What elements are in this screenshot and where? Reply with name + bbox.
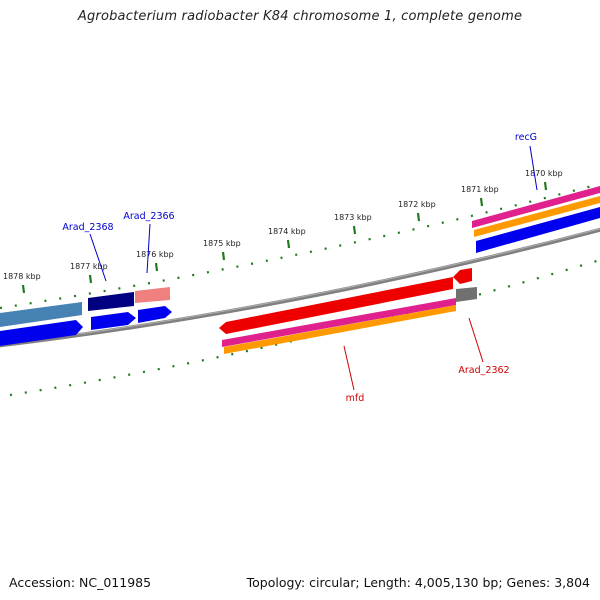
- outer-tick-ring: [0, 182, 600, 310]
- arad-2368-leader: [89, 233, 107, 282]
- major-tick-4: [352, 225, 357, 235]
- tick-label-7: 1876 kbp: [136, 250, 174, 259]
- mfd-feature-group: [219, 268, 477, 354]
- accession-text: Accession: NC_011985: [9, 575, 152, 590]
- arad-2362-red-gene[interactable]: [453, 268, 472, 284]
- recg-gene[interactable]: [476, 207, 600, 253]
- gene-label-recg[interactable]: recG: [515, 132, 537, 143]
- major-tick-6: [221, 251, 226, 261]
- tick-labels: 1870 kbp 1871 kbp 1872 kbp 1873 kbp 1874 kbp…: [3, 169, 563, 281]
- mfd-orange-track[interactable]: [224, 305, 456, 354]
- recg-leader: [529, 145, 538, 191]
- arad-2366-gene[interactable]: [135, 287, 170, 303]
- recg-magenta-track[interactable]: [472, 186, 600, 228]
- major-ticks: [21, 181, 548, 294]
- left-feature-group: [0, 287, 172, 346]
- major-tick-1: [543, 181, 548, 191]
- gene-label-arad-2362[interactable]: Arad_2362: [458, 365, 509, 376]
- tick-label-9: 1878 kbp: [3, 272, 41, 281]
- tick-label-3: 1872 kbp: [398, 200, 436, 209]
- left-blue-gene-1[interactable]: [0, 320, 83, 346]
- major-tick-9: [21, 284, 26, 294]
- gene-label-arad-2366[interactable]: Arad_2366: [123, 211, 174, 222]
- tick-label-2: 1871 kbp: [461, 185, 499, 194]
- arad-2369-gene[interactable]: [0, 302, 82, 327]
- recg-feature-group: [472, 186, 600, 253]
- map-title: Agrobacterium radiobacter K84 chromosome…: [77, 9, 523, 24]
- major-tick-5: [286, 239, 291, 249]
- arad-2362-leader: [468, 317, 484, 363]
- chromosome-backbone: [0, 227, 600, 348]
- mfd-magenta-track[interactable]: [222, 298, 456, 347]
- tick-label-6: 1875 kbp: [203, 239, 241, 248]
- topology-summary: Topology: circular; Length: 4,005,130 bp…: [246, 575, 590, 590]
- arad-2366-leader: [146, 223, 151, 274]
- arad-2368-gene[interactable]: [88, 292, 134, 311]
- tick-label-5: 1874 kbp: [268, 227, 306, 236]
- tick-label-8: 1877 kbp: [70, 262, 108, 271]
- major-tick-3: [416, 212, 421, 222]
- left-blue-gene-2[interactable]: [91, 312, 136, 330]
- left-blue-gene-3[interactable]: [138, 306, 172, 323]
- gene-label-arad-2368[interactable]: Arad_2368: [62, 222, 113, 233]
- gene-label-mfd[interactable]: mfd: [346, 393, 365, 404]
- tick-label-1: 1870 kbp: [525, 169, 563, 178]
- major-tick-2: [479, 197, 484, 207]
- arad-2362-gene[interactable]: [456, 287, 477, 302]
- mfd-gene[interactable]: [219, 277, 453, 334]
- mfd-leader: [343, 345, 355, 391]
- tick-label-4: 1873 kbp: [334, 213, 372, 222]
- major-tick-7: [154, 262, 159, 272]
- major-tick-8: [88, 274, 93, 284]
- recg-orange-track[interactable]: [474, 196, 600, 237]
